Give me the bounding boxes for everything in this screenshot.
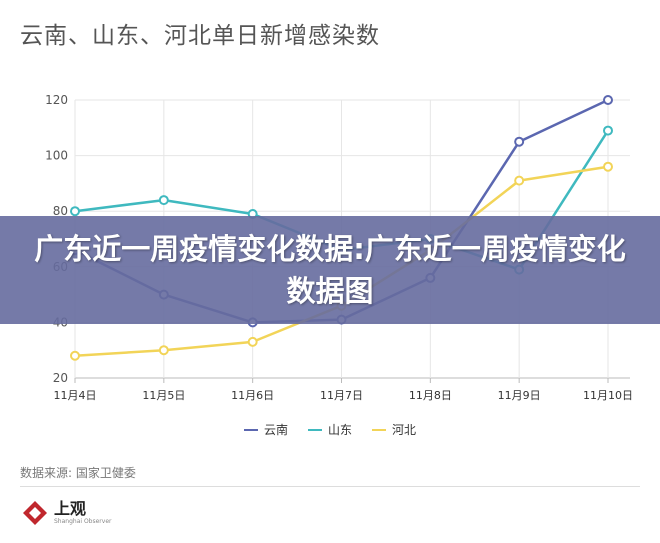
legend-swatch-yunnan: [243, 428, 258, 431]
data-point-0: [514, 136, 525, 147]
x-tick-label: 11月6日: [231, 389, 274, 402]
y-tick-label: 120: [45, 93, 68, 107]
legend-label-shandong: 山东: [327, 423, 352, 437]
x-tick-label: 11月4日: [54, 389, 97, 402]
y-tick-label: 20: [53, 371, 68, 385]
data-point-2: [514, 175, 525, 186]
legend-label-hebei: 河北: [392, 423, 417, 437]
legend-swatch-hebei: [372, 428, 386, 431]
x-tick-label: 11月8日: [409, 389, 452, 402]
x-tick-label: 11月5日: [142, 389, 185, 402]
chart-legend: 云南 山东 河北: [0, 421, 660, 438]
chart-title: 云南、山东、河北单日新增感染数: [20, 23, 380, 49]
logo-name: 上观: [54, 499, 87, 518]
footer-divider: [20, 486, 640, 487]
data-source-note: 数据来源: 国家卫健委: [20, 466, 136, 480]
legend-item-hebei[interactable]: 河北: [372, 421, 416, 438]
data-point-2: [247, 336, 258, 347]
data-point-2: [70, 350, 80, 361]
x-tick-label: 11月7日: [320, 389, 363, 402]
data-point-2: [158, 345, 169, 356]
data-point-2: [603, 161, 613, 172]
y-tick-label: 80: [53, 204, 68, 218]
x-tick-label: 11月9日: [498, 389, 541, 402]
overlay-banner-text: 广东近一周疫情变化数据:广东近一周疫情变化数据图: [34, 232, 626, 308]
data-point-1: [70, 206, 80, 217]
data-point-1: [158, 195, 169, 206]
overlay-banner: 广东近一周疫情变化数据:广东近一周疫情变化数据图: [0, 216, 660, 324]
logo-mark-icon: [23, 501, 47, 525]
logo-subtitle: Shanghai Observer: [54, 518, 112, 525]
x-tick-label: 11月10日: [583, 389, 633, 402]
data-point-0: [603, 95, 613, 105]
legend-item-yunnan[interactable]: 云南: [243, 421, 288, 438]
legend-label-yunnan: 云南: [263, 423, 288, 437]
legend-swatch-shandong: [307, 428, 322, 431]
publisher-logo[interactable]: 上观 Shanghai Observer: [22, 500, 111, 526]
data-point-1: [603, 125, 613, 136]
y-tick-label: 100: [45, 149, 68, 163]
legend-item-shandong[interactable]: 山东: [307, 421, 352, 438]
